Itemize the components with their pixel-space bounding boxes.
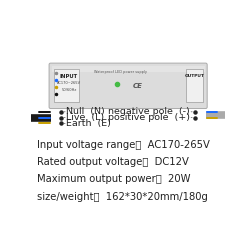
Text: Waterproof LED power supply: Waterproof LED power supply bbox=[94, 70, 147, 74]
Text: INPUT: INPUT bbox=[60, 74, 78, 78]
Text: Live  (L): Live (L) bbox=[66, 113, 104, 122]
Text: negative pole  (-): negative pole (-) bbox=[108, 107, 190, 116]
Text: size/weight：  162*30*20mm/180g: size/weight： 162*30*20mm/180g bbox=[37, 192, 208, 202]
Bar bbox=[186, 70, 203, 102]
Text: Input voltage range：  AC170-265V: Input voltage range： AC170-265V bbox=[37, 140, 210, 150]
Bar bbox=[54, 70, 79, 102]
Text: Earth  (E): Earth (E) bbox=[66, 119, 111, 128]
Text: OUTPUT: OUTPUT bbox=[184, 74, 204, 78]
Text: Rated output voltage：  DC12V: Rated output voltage： DC12V bbox=[37, 157, 189, 167]
Bar bbox=[52, 66, 205, 72]
Text: CE: CE bbox=[133, 83, 143, 89]
Text: Null  (N): Null (N) bbox=[66, 107, 105, 116]
Text: positive pole  (+): positive pole (+) bbox=[108, 113, 190, 122]
Text: Maximum output power：  20W: Maximum output power： 20W bbox=[37, 174, 190, 184]
Text: AC170~265V: AC170~265V bbox=[57, 81, 81, 85]
FancyBboxPatch shape bbox=[49, 63, 207, 108]
Text: 50/60Hz: 50/60Hz bbox=[62, 88, 77, 92]
